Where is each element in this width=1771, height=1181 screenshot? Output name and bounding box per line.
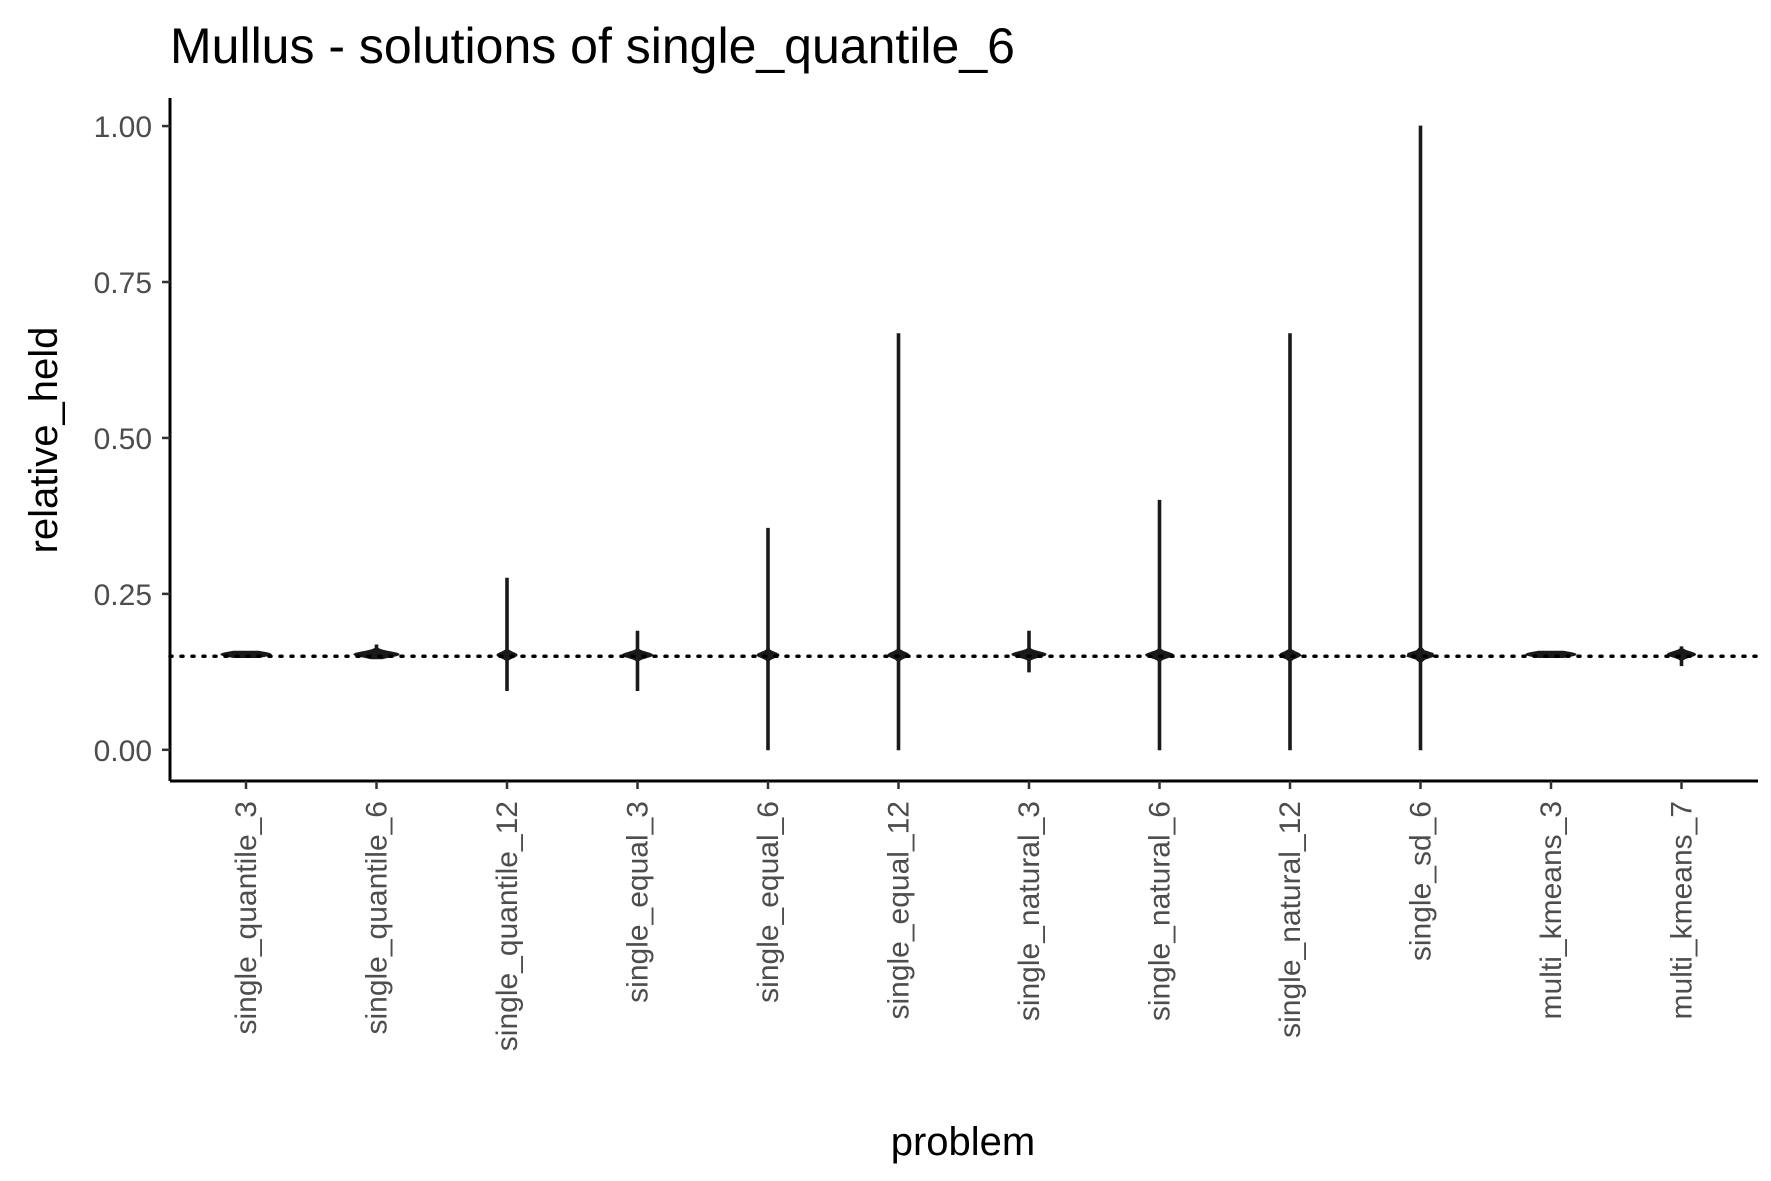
violin-single_equal_12 bbox=[886, 333, 911, 751]
x-tick-label: single_quantile_6 bbox=[361, 801, 394, 1035]
x-tick-label: multi_kmeans_3 bbox=[1535, 801, 1568, 1019]
x-tick-label: single_quantile_12 bbox=[491, 801, 524, 1051]
violin-single_equal_6 bbox=[756, 527, 780, 751]
y-tick-label: 0.25 bbox=[94, 579, 152, 612]
x-tick-label: single_equal_3 bbox=[622, 801, 655, 1003]
violin-single_equal_3 bbox=[621, 630, 654, 692]
violin-single_sd_6 bbox=[1406, 125, 1435, 751]
y-tick-label: 0.50 bbox=[94, 423, 152, 456]
x-tick-label: single_equal_6 bbox=[752, 801, 785, 1003]
x-tick-label: single_natural_3 bbox=[1013, 801, 1046, 1021]
violin-single_natural_12 bbox=[1278, 333, 1302, 751]
x-tick-label: single_natural_12 bbox=[1274, 801, 1307, 1038]
y-tick-label: 0.00 bbox=[94, 735, 152, 768]
violin-single_quantile_6 bbox=[353, 644, 400, 660]
y-ticks: 0.00 0.25 0.50 0.75 1.00 bbox=[94, 111, 170, 768]
y-axis-title: relative_held bbox=[22, 327, 66, 554]
y-tick-label: 1.00 bbox=[94, 111, 152, 144]
violin-single_natural_6 bbox=[1145, 499, 1174, 751]
x-ticks: single_quantile_3 single_quantile_6 single… bbox=[230, 781, 1699, 1051]
violin-multi_kmeans_3 bbox=[1525, 650, 1577, 658]
y-tick-label: 0.75 bbox=[94, 267, 152, 300]
violin-single_quantile_12 bbox=[496, 577, 518, 692]
x-tick-label: multi_kmeans_7 bbox=[1666, 801, 1699, 1019]
x-tick-label: single_natural_6 bbox=[1144, 801, 1177, 1021]
chart-title: Mullus - solutions of single_quantile_6 bbox=[170, 18, 1015, 74]
x-tick-label: single_quantile_3 bbox=[230, 801, 263, 1035]
x-axis-title: problem bbox=[891, 1120, 1036, 1164]
violin-single_natural_3 bbox=[1011, 630, 1047, 673]
violin-multi_kmeans_7 bbox=[1666, 646, 1697, 667]
x-tick-label: single_equal_12 bbox=[883, 801, 916, 1020]
violins-layer bbox=[220, 125, 1697, 751]
x-tick-label: single_sd_6 bbox=[1405, 801, 1438, 961]
